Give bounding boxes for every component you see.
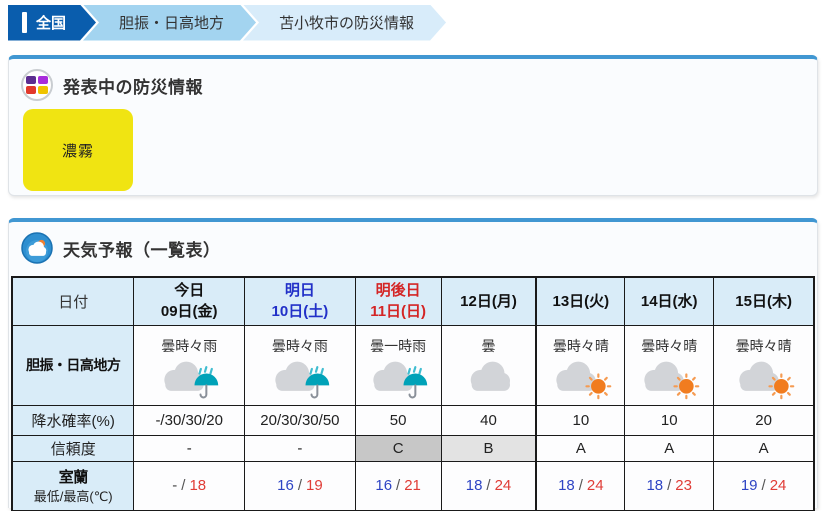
day-header-15: 15日(木) [713,276,815,326]
precip-label-cell: 降水確率(%) [11,404,135,436]
weather-cloud-sun-circle-icon [21,232,53,264]
cloud-sun-icon [626,356,713,402]
precip-cell: 40 [440,404,537,436]
reliability-cell: C [354,434,442,462]
weather-cell: 曇時々雨 [133,324,246,406]
forecast-panel: 天気予報（一覧表） 日付 今日 09日(金) 明日 10日(土) 明後日 11日… [8,218,818,511]
table-header-row: 日付 今日 09日(金) 明日 10日(土) 明後日 11日(日) 12日(月)… [11,276,815,326]
cloud-umbrella-icon [356,356,440,402]
breadcrumb-item-label: 全国 [36,15,67,32]
precip-row: 降水確率(%) -/30/30/20 20/30/30/50 50 40 10 … [11,404,815,436]
breadcrumb: 全国 胆振・日高地方 苫小牧市の防災情報 [8,4,826,41]
fog-alert-badge[interactable]: 濃霧 [23,109,133,191]
weather-cell: 曇時々雨 [244,324,356,406]
reliability-cell: - [244,434,356,462]
forecast-panel-title: 天気予報（一覧表） [63,240,221,260]
breadcrumb-item-zenkoku[interactable]: 全国 [8,5,96,41]
precip-cell: 10 [624,404,715,436]
alerts-panel-header: 発表中の防災情報 [9,59,817,107]
temperature-cell: 18/23 [624,460,715,511]
breadcrumb-item-region[interactable]: 胆振・日高地方 [83,5,256,41]
precip-cell: 20/30/30/50 [244,404,356,436]
reliability-label-cell: 信頼度 [11,434,135,462]
region-label-cell: 胆振・日高地方 [11,324,135,406]
weather-cell: 曇 [440,324,537,406]
weather-row: 胆振・日高地方 曇時々雨 曇時々雨 曇一時雨 [11,324,815,406]
weather-cell: 曇時々晴 [535,324,626,406]
cloud-umbrella-icon [246,356,355,402]
day-header-13: 13日(火) [535,276,626,326]
reliability-row: 信頼度 - - C B A A A [11,434,815,462]
precip-cell: 10 [535,404,626,436]
breadcrumb-item-label: 胆振・日高地方 [119,15,225,32]
temperature-cell: 16/19 [244,460,356,511]
day-header-tomorrow: 明日 10日(土) [244,276,356,326]
day-header-today: 今日 09日(金) [133,276,246,326]
weather-cell: 曇一時雨 [354,324,442,406]
cloud-umbrella-icon [135,356,244,402]
alerts-panel-title: 発表中の防災情報 [63,77,203,97]
forecast-panel-header: 天気予報（一覧表） [9,222,817,270]
temperature-cell: 16/21 [354,460,442,511]
weather-cell: 曇時々晴 [713,324,815,406]
breadcrumb-marker-bar [22,12,27,33]
reliability-cell: A [535,434,626,462]
reliability-cell: A [713,434,815,462]
cloud-sun-icon [715,356,813,402]
day-header-12: 12日(月) [440,276,537,326]
temperature-cell: 18/24 [535,460,626,511]
temperature-cell: 19/24 [713,460,815,511]
precip-cell: -/30/30/20 [133,404,246,436]
reliability-cell: A [624,434,715,462]
day-header-day-after: 明後日 11日(日) [354,276,442,326]
temperature-label-cell: 室蘭 最低/最高(℃) [11,460,135,511]
temperature-row: 室蘭 最低/最高(℃) -/18 16/19 16/21 18/24 18/24… [11,460,815,511]
reliability-cell: - [133,434,246,462]
precip-cell: 20 [713,404,815,436]
fog-alert-label: 濃霧 [61,142,94,160]
cloud-icon [442,356,535,402]
breadcrumb-item-label: 苫小牧市の防災情報 [279,15,415,32]
cloud-sun-icon [538,356,623,402]
date-header-cell: 日付 [11,276,135,326]
forecast-table: 日付 今日 09日(金) 明日 10日(土) 明後日 11日(日) 12日(月)… [11,276,815,511]
precip-cell: 50 [354,404,442,436]
temperature-cell: 18/24 [440,460,537,511]
warning-grid-icon [21,69,53,101]
weather-cell: 曇時々晴 [624,324,715,406]
temperature-cell: -/18 [133,460,246,511]
reliability-cell: B [440,434,537,462]
alerts-panel: 発表中の防災情報 濃霧 [8,55,818,196]
day-header-14: 14日(水) [624,276,715,326]
breadcrumb-item-city[interactable]: 苫小牧市の防災情報 [243,5,446,41]
